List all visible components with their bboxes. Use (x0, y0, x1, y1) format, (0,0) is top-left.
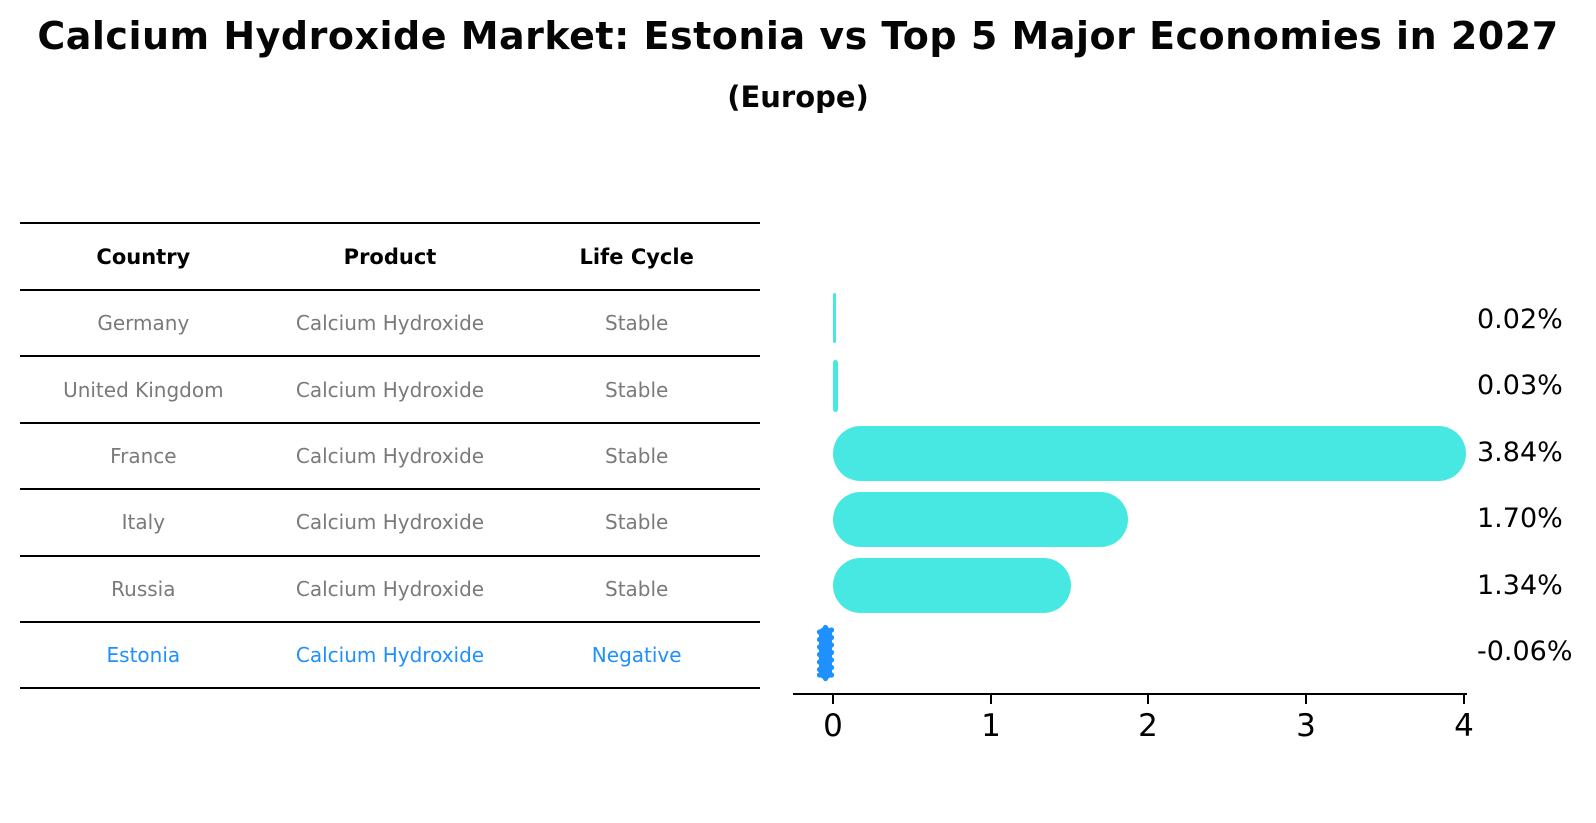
life-cycle-cell: Stable (605, 377, 669, 402)
x-tick-label-4: 4 (1454, 708, 1474, 744)
value-label-france: 3.84% (1477, 437, 1563, 468)
life-cycle-cell: Stable (605, 311, 669, 336)
product-cell: Calcium Hydroxide (295, 443, 485, 468)
bar-united-kingdom (833, 359, 838, 412)
info-table: Country Product Life Cycle Germany Calci… (20, 222, 760, 690)
country-cell: Italy (121, 510, 166, 535)
estonia-bar-icon (816, 624, 835, 682)
table-row: Germany Calcium Hydroxide Stable (20, 291, 760, 358)
country-cell: Russia (111, 576, 176, 601)
x-tick-label-2: 2 (1138, 708, 1158, 744)
bar-germany (833, 292, 837, 343)
table-row-estonia: Estonia Calcium Hydroxide Negative (20, 623, 760, 690)
product-cell: Calcium Hydroxide (295, 643, 485, 668)
x-tick-0 (832, 695, 834, 704)
country-cell: Estonia (106, 643, 181, 668)
product-cell: Calcium Hydroxide (295, 510, 485, 535)
value-label-germany: 0.02% (1477, 304, 1563, 335)
bar-estonia-highlight (815, 624, 837, 686)
life-cycle-cell: Stable (605, 510, 669, 535)
country-cell: France (110, 443, 177, 468)
col-header-product: Product (343, 244, 437, 269)
col-header-life-cycle: Life Cycle (579, 244, 694, 269)
value-label-united-kingdom: 0.03% (1477, 370, 1563, 401)
product-cell: Calcium Hydroxide (295, 377, 485, 402)
x-tick-2 (1147, 695, 1149, 704)
country-cell: United Kingdom (63, 377, 224, 402)
x-tick-4 (1463, 695, 1465, 704)
x-tick-1 (990, 695, 992, 704)
life-cycle-cell: Stable (605, 443, 669, 468)
value-label-russia: 1.34% (1477, 570, 1563, 601)
value-label-estonia: -0.06% (1477, 636, 1573, 667)
product-cell: Calcium Hydroxide (295, 576, 485, 601)
product-cell: Calcium Hydroxide (295, 311, 485, 336)
bar-france (833, 425, 1466, 481)
life-cycle-cell: Stable (605, 576, 669, 601)
x-tick-label-1: 1 (981, 708, 1001, 744)
bar-italy (833, 491, 1129, 547)
x-axis-line (793, 693, 1467, 695)
life-cycle-cell: Negative (591, 643, 682, 668)
table-row: Russia Calcium Hydroxide Stable (20, 557, 760, 623)
x-tick-label-0: 0 (823, 708, 843, 744)
bar-russia (833, 558, 1072, 613)
table-row: Italy Calcium Hydroxide Stable (20, 490, 760, 557)
table-row: France Calcium Hydroxide Stable (20, 424, 760, 491)
chart-subtitle: (Europe) (727, 80, 869, 114)
country-cell: Germany (97, 311, 190, 336)
x-tick-3 (1305, 695, 1307, 704)
col-header-country: Country (96, 244, 191, 269)
table-header-row: Country Product Life Cycle (20, 224, 760, 291)
chart-title: Calcium Hydroxide Market: Estonia vs Top… (37, 14, 1559, 58)
value-label-italy: 1.70% (1477, 503, 1563, 534)
x-tick-label-3: 3 (1296, 708, 1316, 744)
table-row: United Kingdom Calcium Hydroxide Stable (20, 357, 760, 424)
